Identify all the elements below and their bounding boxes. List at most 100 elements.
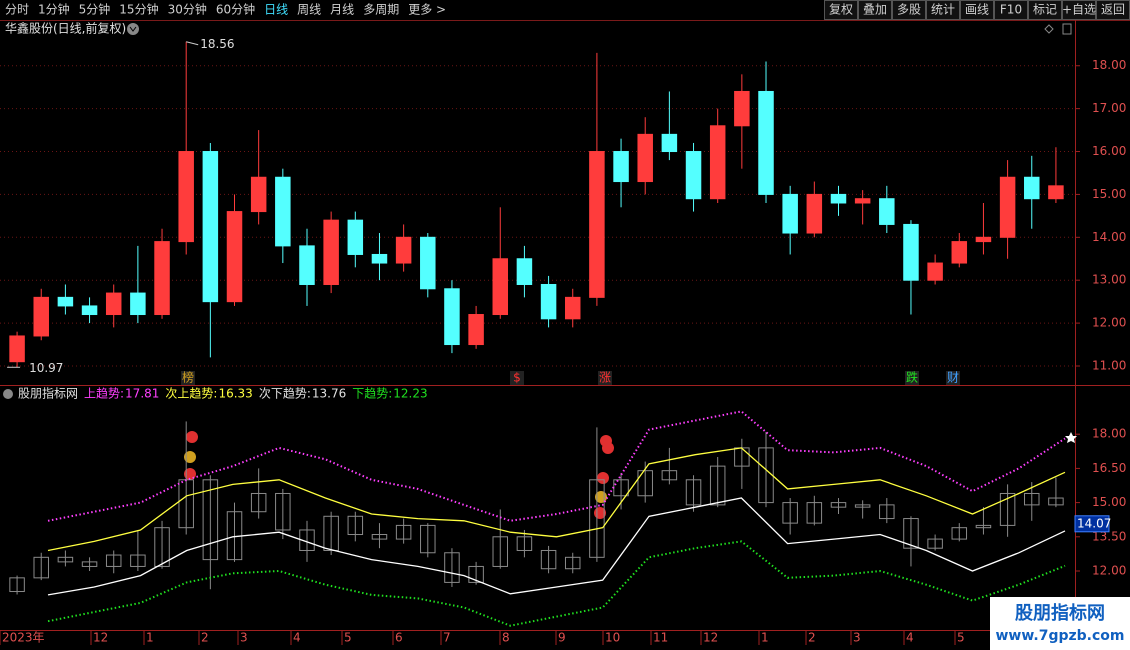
date-label: 10 bbox=[605, 631, 620, 645]
candle-body bbox=[830, 502, 847, 508]
period-tab[interactable]: 1分钟 bbox=[38, 2, 70, 17]
legend-value: 17.81 bbox=[125, 387, 159, 401]
candle-body bbox=[540, 549, 557, 570]
tag: 榜 bbox=[182, 370, 194, 385]
candle-body bbox=[516, 258, 533, 285]
candle-body bbox=[709, 465, 726, 506]
candle-body bbox=[516, 536, 533, 551]
candle-body bbox=[130, 554, 146, 567]
toolbar-button[interactable] bbox=[960, 0, 994, 20]
candle-body bbox=[9, 577, 25, 593]
toolbar-button-label[interactable]: F10 bbox=[1000, 3, 1022, 17]
candle-body bbox=[830, 193, 847, 204]
candle-body bbox=[275, 176, 291, 247]
y-tick-label: 15.00 bbox=[1092, 495, 1126, 509]
signal-icon bbox=[184, 451, 196, 463]
candle-body bbox=[975, 524, 992, 529]
candle-body bbox=[178, 151, 194, 243]
y-tick-label: 18.00 bbox=[1092, 58, 1126, 72]
candle-body bbox=[105, 292, 122, 316]
y-tick-label: 17.00 bbox=[1092, 101, 1126, 115]
candle-body bbox=[613, 151, 629, 183]
diamond-icon[interactable] bbox=[1044, 24, 1054, 34]
period-tab[interactable]: 更多 > bbox=[408, 3, 446, 17]
candle-body bbox=[806, 193, 823, 234]
candle-body bbox=[105, 554, 122, 567]
date-label: 6 bbox=[395, 631, 403, 645]
period-tab[interactable]: 日线 bbox=[264, 3, 288, 17]
signal-icon bbox=[597, 472, 609, 484]
period-tab[interactable]: 15分钟 bbox=[119, 2, 158, 17]
toolbar-button-label[interactable]: 统计 bbox=[931, 3, 955, 17]
toolbar-button[interactable] bbox=[892, 0, 926, 20]
candle-body bbox=[782, 193, 798, 234]
last-price-label: 14.07 bbox=[1077, 516, 1111, 530]
trend-line bbox=[47, 410, 1066, 522]
candle-body bbox=[395, 236, 412, 264]
toolbar-button[interactable] bbox=[858, 0, 892, 20]
candle-body bbox=[564, 296, 581, 320]
candle-body bbox=[33, 556, 49, 579]
candle-body bbox=[444, 288, 460, 346]
period-tab[interactable]: 多周期 bbox=[363, 3, 399, 17]
y-tick-label: 12.00 bbox=[1092, 564, 1126, 578]
low-label: 10.97 bbox=[29, 361, 63, 375]
candle-body bbox=[202, 151, 219, 303]
candle-body bbox=[927, 262, 943, 281]
toolbar-button-label[interactable]: +自选 bbox=[1062, 3, 1096, 17]
candle-body bbox=[758, 447, 774, 504]
period-tab[interactable]: 月线 bbox=[330, 3, 354, 17]
candle-body bbox=[806, 502, 823, 524]
candle-body bbox=[564, 556, 581, 570]
toolbar-button[interactable] bbox=[1062, 0, 1096, 20]
candle-body bbox=[81, 305, 98, 316]
candle-body bbox=[468, 314, 484, 346]
panel-icon[interactable] bbox=[1062, 23, 1072, 35]
candle-body bbox=[637, 470, 653, 497]
candle-body bbox=[975, 236, 992, 243]
toolbar-button-label[interactable]: 画线 bbox=[965, 3, 989, 17]
candle-body bbox=[637, 133, 653, 183]
chart-title: 华鑫股份(日线,前复权) bbox=[5, 21, 126, 36]
candle-body bbox=[951, 241, 968, 264]
candle-body bbox=[33, 296, 49, 337]
candle-body bbox=[420, 524, 436, 554]
toolbar-button-label[interactable]: 叠加 bbox=[863, 3, 887, 17]
period-tab[interactable]: 60分钟 bbox=[216, 2, 255, 17]
dropdown-icon[interactable] bbox=[127, 23, 139, 35]
y-tick-label: 15.00 bbox=[1092, 187, 1126, 201]
toolbar-button[interactable] bbox=[824, 0, 858, 20]
date-label: 2 bbox=[201, 631, 209, 645]
toolbar-button-label[interactable]: 复权 bbox=[829, 3, 853, 17]
candle-body bbox=[347, 219, 364, 255]
toolbar-button-label[interactable]: 多股 bbox=[897, 3, 921, 17]
period-tab[interactable]: 周线 bbox=[297, 3, 321, 17]
high-pointer bbox=[186, 41, 199, 46]
toolbar-button[interactable] bbox=[1028, 0, 1062, 20]
toolbar-button-label[interactable]: 标记 bbox=[1033, 3, 1057, 17]
dropdown-arrow bbox=[129, 26, 137, 32]
candle-body bbox=[468, 565, 484, 583]
date-label: 12 bbox=[93, 631, 108, 645]
candle-body bbox=[299, 245, 315, 285]
date-label: 2023年 bbox=[2, 631, 45, 645]
candle-body bbox=[903, 518, 919, 549]
signal-icon bbox=[186, 431, 198, 443]
toolbar-button[interactable] bbox=[926, 0, 960, 20]
period-tab[interactable]: 30分钟 bbox=[168, 2, 207, 17]
date-label: 7 bbox=[443, 631, 451, 645]
candle-body bbox=[734, 90, 750, 127]
dropdown-icon[interactable] bbox=[3, 389, 13, 399]
candle-body bbox=[57, 556, 74, 563]
period-tab[interactable]: 5分钟 bbox=[79, 2, 111, 17]
y-tick-label: 18.00 bbox=[1092, 427, 1126, 441]
candle-body bbox=[299, 529, 315, 551]
candle-body bbox=[879, 198, 895, 225]
toolbar-button-label[interactable]: 返回 bbox=[1101, 3, 1125, 17]
tag-box bbox=[510, 371, 524, 385]
period-tab[interactable]: 分时 bbox=[5, 3, 29, 17]
date-label: 1 bbox=[146, 631, 154, 645]
date-label: 11 bbox=[653, 631, 668, 645]
toolbar-button[interactable] bbox=[994, 0, 1028, 20]
high-label: 18.56 bbox=[200, 37, 234, 51]
